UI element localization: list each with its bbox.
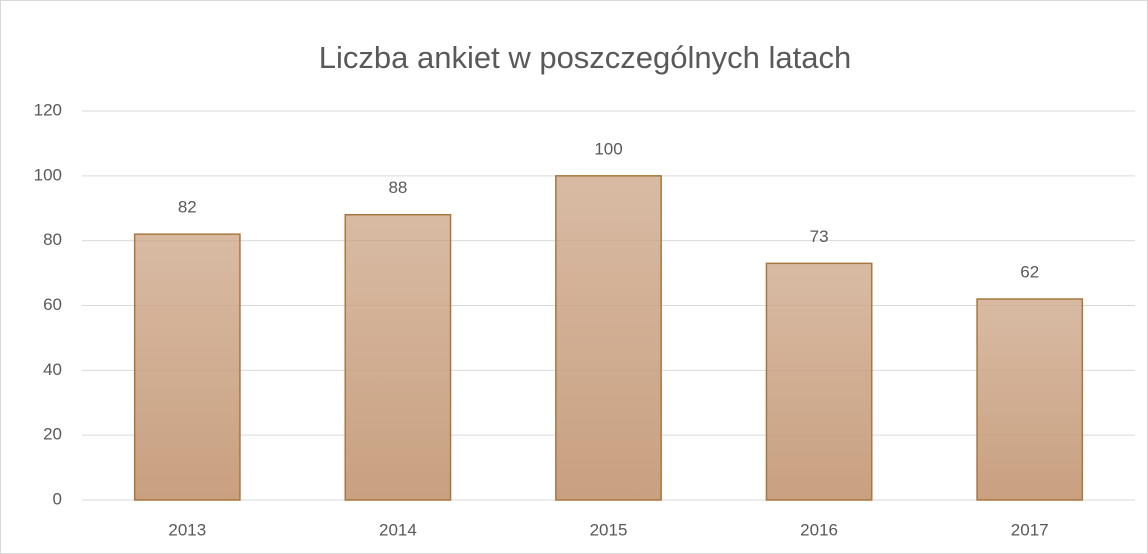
x-tick-label: 2014 [379,520,417,539]
y-tick-label: 40 [43,360,62,379]
bar [555,175,662,501]
bar [765,262,873,501]
y-tick-label: 80 [43,230,62,249]
x-tick-label: 2015 [590,520,628,539]
chart-title: Liczba ankiet w poszczególnych latach [319,40,851,75]
x-tick-label: 2017 [1011,520,1049,539]
data-label: 100 [594,139,622,158]
data-label: 62 [1020,263,1039,282]
y-tick-label: 120 [34,100,62,119]
data-label: 73 [810,227,829,246]
y-tick-label: 20 [43,425,62,444]
bar [133,233,241,501]
x-tick-label: 2013 [168,520,206,539]
data-label: 88 [388,178,407,197]
y-tick-label: 100 [34,165,62,184]
bar [976,298,1084,501]
data-label: 82 [178,198,197,217]
y-tick-label: 0 [53,489,62,508]
y-tick-label: 60 [43,295,62,314]
bar [344,213,452,501]
x-tick-label: 2016 [800,520,838,539]
